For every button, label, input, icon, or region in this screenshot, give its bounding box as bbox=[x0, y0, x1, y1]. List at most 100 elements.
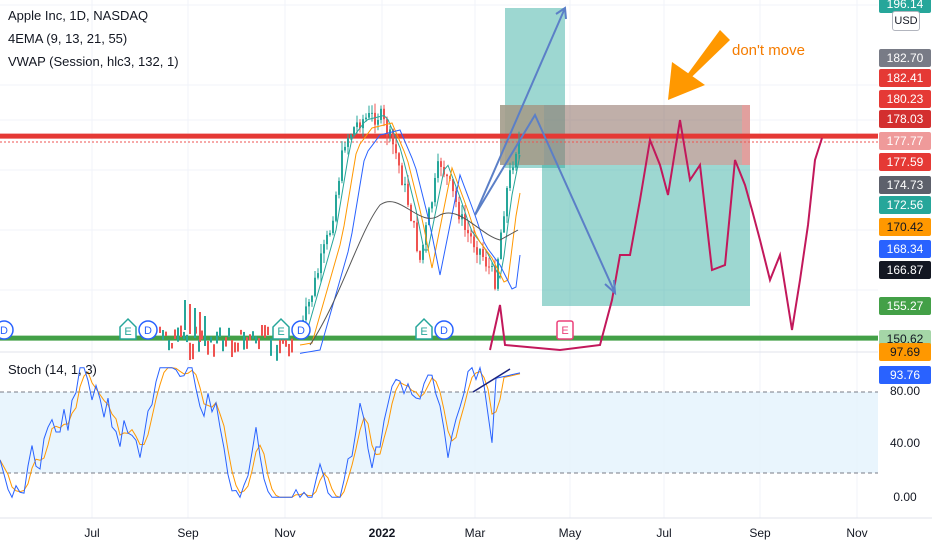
candle-body-26 bbox=[377, 119, 379, 125]
stoch-label-bg-1 bbox=[879, 366, 931, 384]
ema-21-line bbox=[299, 129, 521, 354]
candle-body-68 bbox=[503, 216, 505, 233]
candle-body-28 bbox=[383, 108, 385, 120]
event-label-7: E bbox=[561, 325, 568, 337]
candle-body-8 bbox=[323, 244, 325, 254]
price-label-0: 196.14 bbox=[887, 0, 924, 11]
candle-body-42 bbox=[425, 225, 427, 245]
price-label-5: 177.77 bbox=[887, 134, 924, 148]
event-marker-3 bbox=[272, 317, 290, 340]
candle-body-13 bbox=[338, 180, 340, 195]
candle-body-46 bbox=[437, 161, 439, 178]
candle-body-49 bbox=[446, 174, 448, 177]
price-label-bg-12 bbox=[879, 297, 931, 315]
time-tick-2: Nov bbox=[274, 526, 295, 540]
legend-ema: 4EMA (9, 13, 21, 55) bbox=[8, 31, 128, 46]
candle-early-110 bbox=[267, 326, 269, 336]
stoch-d-line bbox=[0, 367, 521, 498]
candle-body-14 bbox=[341, 150, 343, 181]
price-label-bg-8 bbox=[879, 196, 931, 214]
candle-early-103 bbox=[246, 337, 248, 349]
candle-early-107 bbox=[258, 338, 260, 350]
candle-body-27 bbox=[380, 108, 382, 120]
candle-body-58 bbox=[473, 236, 475, 248]
currency-button[interactable]: USD bbox=[892, 11, 920, 31]
candle-body-25 bbox=[374, 112, 376, 125]
stoch-tick-0: 80.00 bbox=[890, 384, 920, 398]
candle-body-17 bbox=[350, 134, 352, 138]
candle-body-4 bbox=[311, 295, 313, 302]
event-label-4: D bbox=[297, 325, 305, 337]
candle-peak-0 bbox=[184, 300, 186, 330]
candle-early-104 bbox=[249, 334, 251, 341]
candle-early-113 bbox=[276, 344, 278, 361]
candle-body-43 bbox=[428, 208, 430, 226]
candle-early-116 bbox=[285, 337, 287, 347]
candle-body-35 bbox=[404, 183, 406, 186]
legend-vwap: VWAP (Session, hlc3, 132, 1) bbox=[8, 54, 179, 69]
candle-body-19 bbox=[356, 122, 358, 128]
stoch-tick-2: 0.00 bbox=[893, 490, 917, 504]
time-tick-8: Nov bbox=[846, 526, 867, 540]
candle-body-72 bbox=[515, 153, 517, 168]
event-marker-7 bbox=[556, 320, 574, 340]
candle-body-44 bbox=[431, 202, 433, 209]
candle-body-70 bbox=[509, 170, 511, 189]
time-tick-7: Sep bbox=[749, 526, 771, 540]
price-label-2: 182.41 bbox=[887, 71, 924, 85]
event-label-5: E bbox=[420, 326, 427, 338]
annotation-dont-move: don't move bbox=[732, 42, 805, 59]
candle-early-82 bbox=[183, 331, 185, 340]
event-marker-1 bbox=[119, 317, 137, 340]
event-label-3: E bbox=[277, 326, 284, 338]
legend-stoch: Stoch (14, 1, 3) bbox=[8, 362, 97, 377]
candle-body-47 bbox=[440, 161, 442, 167]
candle-body-64 bbox=[491, 265, 493, 267]
price-label-bg-2 bbox=[879, 69, 931, 87]
price-label-bg-6 bbox=[879, 153, 931, 171]
event-marker-5 bbox=[415, 317, 433, 340]
candle-body-16 bbox=[347, 137, 349, 147]
candle-early-79 bbox=[174, 329, 176, 339]
price-label-bg-11 bbox=[879, 261, 931, 279]
time-axis: Jul Sep Nov 2022 Mar May Jul Sep Nov bbox=[0, 517, 932, 540]
candle-body-65 bbox=[494, 265, 496, 289]
candle-body-2 bbox=[305, 306, 307, 320]
candle-early-93 bbox=[216, 331, 218, 344]
time-tick-1: Sep bbox=[177, 526, 199, 540]
time-tick-4: Mar bbox=[465, 526, 486, 540]
price-label-bg-10 bbox=[879, 240, 931, 258]
event-marker-0 bbox=[0, 320, 14, 340]
candle-early-97 bbox=[228, 327, 230, 338]
candle-peak-2 bbox=[194, 308, 196, 338]
candle-early-85 bbox=[192, 343, 194, 360]
candle-body-39 bbox=[416, 222, 418, 251]
candle-body-34 bbox=[401, 165, 403, 186]
candle-early-77 bbox=[168, 339, 170, 351]
price-label-6: 177.59 bbox=[887, 155, 924, 169]
time-tick-3: 2022 bbox=[369, 526, 396, 540]
candle-body-62 bbox=[485, 256, 487, 267]
candle-body-33 bbox=[398, 153, 400, 166]
candle-body-73 bbox=[518, 140, 520, 154]
stoch-label-0: 97.69 bbox=[890, 345, 920, 359]
stoch-band bbox=[0, 392, 878, 473]
candle-early-100 bbox=[237, 342, 239, 352]
candle-body-9 bbox=[326, 234, 328, 245]
candle-body-40 bbox=[419, 250, 421, 260]
candle-body-41 bbox=[422, 244, 424, 260]
candle-body-7 bbox=[320, 253, 322, 274]
candle-body-51 bbox=[452, 179, 454, 192]
candle-early-118 bbox=[291, 338, 293, 353]
candle-body-71 bbox=[512, 167, 514, 171]
candle-early-109 bbox=[264, 325, 266, 338]
forecast-arrow-down bbox=[474, 112, 616, 294]
candle-body-61 bbox=[482, 248, 484, 257]
candle-early-114 bbox=[279, 336, 281, 354]
price-label-11: 166.87 bbox=[887, 263, 924, 277]
candle-body-18 bbox=[353, 127, 355, 135]
candle-body-57 bbox=[470, 233, 472, 237]
